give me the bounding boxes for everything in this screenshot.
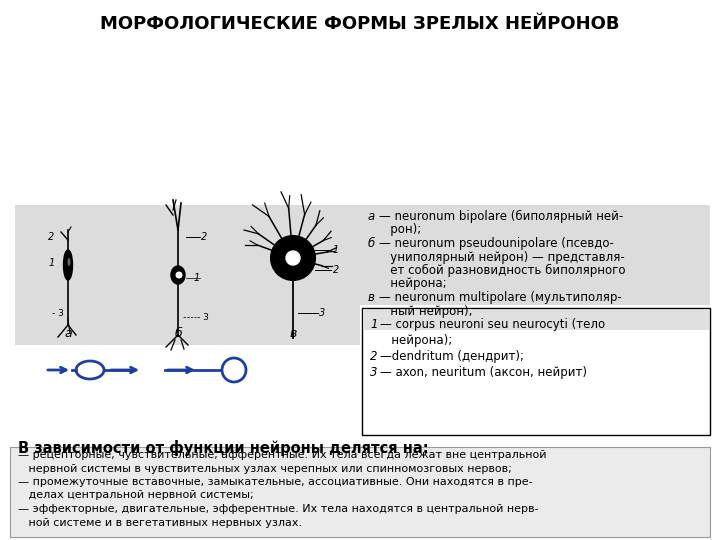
Text: — axon, neuritum (аксон, нейрит): — axon, neuritum (аксон, нейрит) bbox=[380, 366, 587, 379]
Text: 1: 1 bbox=[194, 273, 200, 283]
Text: — corpus neuroni seu neurocyti (тело: — corpus neuroni seu neurocyti (тело bbox=[380, 318, 605, 331]
Circle shape bbox=[176, 272, 182, 279]
Text: делах центральной нервной системы;: делах центральной нервной системы; bbox=[18, 490, 253, 501]
Text: 2: 2 bbox=[201, 232, 207, 242]
Ellipse shape bbox=[63, 250, 73, 280]
Ellipse shape bbox=[68, 258, 71, 266]
Text: 1: 1 bbox=[333, 245, 339, 255]
Text: 3: 3 bbox=[370, 366, 377, 379]
Text: - 3: - 3 bbox=[52, 308, 64, 318]
Text: в: в bbox=[368, 291, 375, 304]
Text: МОРФОЛОГИЧЕСКИЕ ФОРМЫ ЗРЕЛЫХ НЕЙРОНОВ: МОРФОЛОГИЧЕСКИЕ ФОРМЫ ЗРЕЛЫХ НЕЙРОНОВ bbox=[100, 15, 620, 33]
Circle shape bbox=[271, 236, 315, 280]
Text: 2: 2 bbox=[48, 232, 54, 242]
Text: униполярный нейрон) — представля-: униполярный нейрон) — представля- bbox=[379, 251, 625, 264]
Bar bbox=[10, 447, 710, 537]
Text: 2: 2 bbox=[333, 265, 339, 275]
Text: —dendritum (дендрит);: —dendritum (дендрит); bbox=[380, 350, 524, 363]
Text: в: в bbox=[289, 327, 297, 340]
Text: 2: 2 bbox=[370, 350, 377, 363]
Text: 1: 1 bbox=[49, 258, 55, 268]
Text: 1: 1 bbox=[370, 318, 377, 331]
Text: нервной системы в чувствительных узлах черепных или спинномозговых нервов;: нервной системы в чувствительных узлах ч… bbox=[18, 463, 512, 474]
Text: ной системе и в вегетативных нервных узлах.: ной системе и в вегетативных нервных узл… bbox=[18, 517, 302, 528]
Text: б: б bbox=[174, 327, 182, 340]
Text: a: a bbox=[368, 210, 375, 223]
Text: — neuronum pseudounipolare (псевдо-: — neuronum pseudounipolare (псевдо- bbox=[379, 237, 614, 250]
Text: 3: 3 bbox=[319, 308, 325, 318]
Text: рон);: рон); bbox=[379, 224, 421, 237]
Text: — промежуточные вставочные, замыкательные, ассоциативные. Они находятся в пре-: — промежуточные вставочные, замыкательны… bbox=[18, 477, 533, 487]
Text: В зависимости от функции нейроны делятся на:: В зависимости от функции нейроны делятся… bbox=[18, 440, 428, 456]
Text: - 3: - 3 bbox=[197, 313, 209, 321]
Text: — neuronum bipolare (биполярный ней-: — neuronum bipolare (биполярный ней- bbox=[379, 210, 624, 223]
Bar bbox=[362, 308, 710, 435]
Bar bbox=[363, 310, 709, 330]
Text: ный нейрон);: ный нейрон); bbox=[379, 305, 472, 318]
Circle shape bbox=[222, 358, 246, 382]
Text: нейрона);: нейрона); bbox=[380, 334, 452, 347]
Text: — neuronum multipolare (мультиполяр-: — neuronum multipolare (мультиполяр- bbox=[379, 291, 622, 304]
Circle shape bbox=[286, 251, 300, 265]
Text: — рецепторные, чувствительные, афферентные. Их тела всегда лежат вне центральной: — рецепторные, чувствительные, афферентн… bbox=[18, 450, 546, 460]
Bar bbox=[15, 205, 360, 345]
Text: нейрона;: нейрона; bbox=[379, 278, 446, 291]
Ellipse shape bbox=[171, 266, 185, 284]
Text: ет собой разновидность биполярного: ет собой разновидность биполярного bbox=[379, 264, 626, 277]
Text: — эффекторные, двигательные, эфферентные. Их тела находятся в центральной нерв-: — эффекторные, двигательные, эфферентные… bbox=[18, 504, 539, 514]
Text: б: б bbox=[368, 237, 375, 250]
Text: а: а bbox=[64, 327, 72, 340]
Bar bbox=[360, 205, 710, 305]
